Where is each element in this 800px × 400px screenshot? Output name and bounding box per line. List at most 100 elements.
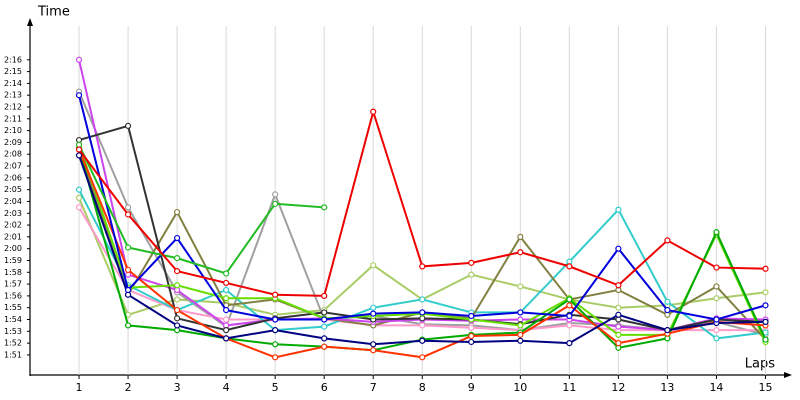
point: [223, 316, 230, 323]
point: [468, 271, 475, 278]
point: [223, 295, 230, 302]
point: [173, 315, 181, 322]
point: [272, 354, 279, 361]
point: [615, 331, 622, 338]
point: [75, 146, 83, 153]
point: [419, 354, 426, 361]
point: [664, 237, 671, 244]
point: [566, 340, 573, 347]
point: [566, 263, 573, 270]
point: [615, 311, 622, 318]
point: [370, 310, 377, 317]
point: [370, 108, 377, 115]
point: [517, 337, 524, 344]
x-tick-label: 10: [513, 381, 527, 394]
point: [370, 341, 377, 348]
x-tick-label: 13: [660, 381, 674, 394]
point: [272, 316, 279, 323]
point: [124, 122, 132, 129]
x-tick-label: 7: [370, 381, 377, 394]
point: [75, 194, 83, 202]
point: [223, 327, 230, 334]
point: [517, 233, 524, 240]
point: [517, 331, 524, 338]
point: [615, 340, 622, 347]
point: [419, 309, 426, 316]
y-tick-label: 2:10: [4, 126, 22, 135]
y-tick-label: 2:11: [4, 114, 22, 123]
y-tick-label: 2:09: [4, 138, 22, 147]
point: [713, 264, 720, 271]
point: [223, 279, 230, 287]
x-axis-arrow: [784, 372, 792, 378]
x-tick-label: 2: [125, 381, 132, 394]
point: [173, 322, 181, 329]
point: [124, 322, 132, 329]
point: [713, 295, 720, 302]
point: [75, 186, 83, 193]
point: [664, 327, 671, 334]
y-tick-label: 1:51: [4, 350, 22, 359]
series: [75, 92, 769, 323]
y-tick-label: 2:08: [4, 150, 22, 159]
point: [272, 341, 279, 348]
point: [124, 204, 132, 211]
point: [223, 286, 230, 294]
point: [419, 337, 426, 344]
y-tick-label: 2:02: [4, 221, 22, 230]
point: [468, 324, 475, 331]
ticks: 1 2 3 4 5 6 7 8 9 10 11 12 13 14 151:511:521:531:541:5…: [4, 55, 772, 394]
series-line: [78, 144, 325, 275]
point: [173, 282, 181, 289]
point: [272, 191, 279, 198]
x-tick-label: 6: [321, 381, 328, 394]
point: [272, 291, 279, 298]
point: [75, 92, 83, 99]
y-tick-label: 1:54: [4, 315, 22, 324]
point: [664, 298, 671, 305]
point: [566, 312, 573, 320]
point: [321, 204, 328, 211]
y-tick-label: 2:05: [4, 185, 22, 194]
point: [370, 347, 377, 354]
y-axis-arrow: [27, 18, 33, 26]
point: [615, 304, 622, 311]
point: [762, 265, 769, 272]
point: [517, 283, 524, 290]
point: [223, 335, 230, 342]
point: [713, 327, 720, 334]
point: [173, 255, 181, 262]
point: [75, 152, 83, 159]
y-tick-label: 2:12: [4, 103, 22, 112]
point: [223, 270, 230, 277]
point: [370, 304, 377, 311]
point: [566, 322, 573, 329]
point: [713, 316, 720, 323]
y-tick-label: 2:06: [4, 173, 22, 182]
point: [713, 335, 720, 342]
x-tick-label: 9: [468, 381, 475, 394]
point: [173, 234, 181, 242]
point: [762, 336, 769, 343]
point: [615, 323, 622, 330]
point: [124, 266, 132, 274]
point: [370, 262, 377, 269]
point: [321, 309, 328, 316]
point: [566, 302, 573, 309]
point: [762, 318, 769, 325]
x-tick-label: 4: [223, 381, 230, 394]
x-tick-label: 15: [758, 381, 772, 394]
point: [713, 283, 720, 290]
y-tick-label: 2:03: [4, 209, 22, 218]
point: [419, 296, 426, 303]
y-tick-label: 2:16: [4, 55, 22, 64]
y-axis-label: Time: [37, 5, 70, 20]
point: [419, 322, 426, 329]
point: [419, 263, 426, 270]
x-tick-label: 8: [419, 381, 426, 394]
point: [468, 259, 475, 266]
point: [75, 56, 83, 63]
point: [468, 338, 475, 346]
